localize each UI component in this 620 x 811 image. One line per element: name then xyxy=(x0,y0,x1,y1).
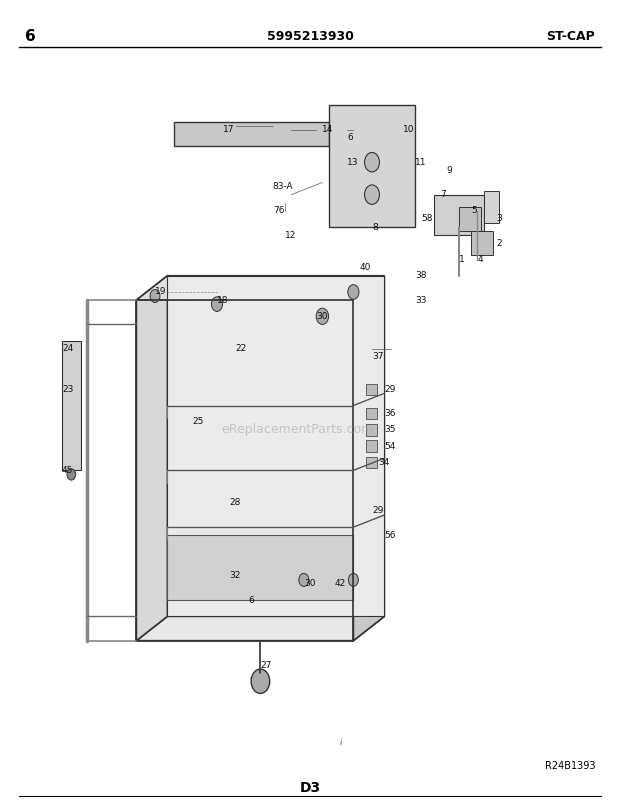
Text: 54: 54 xyxy=(384,441,396,451)
Text: 9: 9 xyxy=(446,165,452,175)
Text: 23: 23 xyxy=(62,384,73,394)
FancyBboxPatch shape xyxy=(366,384,377,395)
Text: 22: 22 xyxy=(236,344,247,354)
Polygon shape xyxy=(136,616,384,641)
Text: 18: 18 xyxy=(217,295,229,305)
Text: 25: 25 xyxy=(192,417,203,427)
Text: 29: 29 xyxy=(384,384,396,394)
Text: 6: 6 xyxy=(248,595,254,605)
Text: 76: 76 xyxy=(273,206,285,216)
Text: 5: 5 xyxy=(471,206,477,216)
Text: 6: 6 xyxy=(25,29,35,44)
FancyBboxPatch shape xyxy=(471,231,493,255)
Text: 35: 35 xyxy=(384,425,396,435)
Circle shape xyxy=(299,573,309,586)
Circle shape xyxy=(211,297,223,311)
Text: 19: 19 xyxy=(155,287,167,297)
Text: 30: 30 xyxy=(316,311,328,321)
Circle shape xyxy=(348,573,358,586)
Text: i: i xyxy=(340,737,342,747)
Circle shape xyxy=(67,469,76,480)
FancyBboxPatch shape xyxy=(366,457,377,468)
Polygon shape xyxy=(167,276,384,616)
Text: 45: 45 xyxy=(62,466,73,475)
Circle shape xyxy=(150,290,160,303)
Polygon shape xyxy=(174,122,329,146)
Text: 3: 3 xyxy=(496,214,502,224)
Text: 17: 17 xyxy=(223,125,235,135)
Text: 10: 10 xyxy=(403,125,415,135)
Text: 37: 37 xyxy=(372,352,384,362)
Text: 1: 1 xyxy=(459,255,464,264)
Text: 83-A: 83-A xyxy=(273,182,293,191)
Circle shape xyxy=(348,285,359,299)
Text: 29: 29 xyxy=(372,506,383,516)
Text: ST-CAP: ST-CAP xyxy=(546,30,595,43)
Text: 42: 42 xyxy=(335,579,346,589)
Circle shape xyxy=(365,152,379,172)
Text: 40: 40 xyxy=(360,263,371,272)
Polygon shape xyxy=(434,195,484,235)
Text: 4: 4 xyxy=(477,255,483,264)
Text: 56: 56 xyxy=(384,530,396,540)
Circle shape xyxy=(365,185,379,204)
Text: 12: 12 xyxy=(285,230,296,240)
Text: 33: 33 xyxy=(415,295,427,305)
Text: 38: 38 xyxy=(415,271,427,281)
Text: 24: 24 xyxy=(62,344,73,354)
Text: 2: 2 xyxy=(496,238,502,248)
FancyBboxPatch shape xyxy=(366,424,377,436)
Circle shape xyxy=(316,308,329,324)
Text: 58: 58 xyxy=(422,214,433,224)
Polygon shape xyxy=(136,276,384,300)
Text: D3: D3 xyxy=(299,781,321,796)
Text: 36: 36 xyxy=(384,409,396,418)
Text: eReplacementParts.com: eReplacementParts.com xyxy=(221,423,374,436)
Polygon shape xyxy=(329,105,415,227)
Text: 32: 32 xyxy=(229,571,241,581)
Text: R24B1393: R24B1393 xyxy=(545,762,595,771)
FancyBboxPatch shape xyxy=(459,207,481,231)
Text: 34: 34 xyxy=(378,457,389,467)
Text: 11: 11 xyxy=(415,157,427,167)
Text: 13: 13 xyxy=(347,157,359,167)
Polygon shape xyxy=(167,535,353,600)
Text: 28: 28 xyxy=(229,498,241,508)
Text: 27: 27 xyxy=(260,660,272,670)
Text: 14: 14 xyxy=(322,125,334,135)
Text: 7: 7 xyxy=(440,190,446,200)
Polygon shape xyxy=(62,341,81,470)
Text: 30: 30 xyxy=(304,579,316,589)
FancyBboxPatch shape xyxy=(484,191,499,223)
FancyBboxPatch shape xyxy=(366,440,377,452)
FancyBboxPatch shape xyxy=(366,408,377,419)
Text: 5995213930: 5995213930 xyxy=(267,30,353,43)
Text: 8: 8 xyxy=(372,222,378,232)
Text: 6: 6 xyxy=(347,133,353,143)
Polygon shape xyxy=(353,276,384,641)
Polygon shape xyxy=(136,276,167,641)
Circle shape xyxy=(251,669,270,693)
